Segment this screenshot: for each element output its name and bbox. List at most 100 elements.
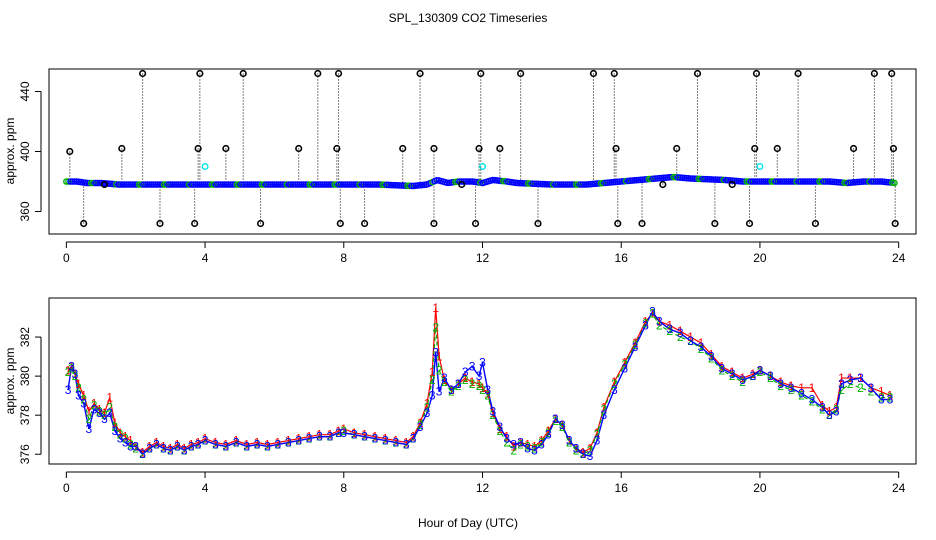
series-1-point-label: 1: [382, 432, 389, 446]
co2-data-point: [820, 178, 828, 185]
co2-data-point: [816, 178, 823, 185]
series-3-point-label: 3: [429, 389, 436, 403]
series-1-point-label: 1: [181, 441, 188, 455]
co2-data-point: [260, 181, 268, 188]
series-2-point-label: 2: [757, 365, 764, 379]
co2-data-point: [348, 181, 355, 188]
series-1-point-label: 1: [65, 363, 72, 377]
series-3-point-label: 3: [887, 393, 894, 407]
co2-data-point: [739, 178, 746, 185]
series-1-point-label: 1: [68, 359, 75, 373]
co2-data-point: [364, 181, 372, 188]
series-3-point-label: 3: [708, 350, 715, 364]
outlier-point: [794, 69, 802, 78]
co2-data-point: [115, 181, 122, 188]
outlier-point: [475, 144, 483, 153]
co2-data-point: [343, 181, 351, 188]
series-2-point-label: 2: [106, 400, 113, 414]
co2-data-point: [874, 178, 882, 185]
outlier-point: [610, 69, 618, 78]
outlier-point: [336, 219, 344, 228]
co2-data-point: [192, 181, 199, 188]
series-3-point-label: 3: [496, 420, 503, 434]
outlier-point: [100, 180, 109, 189]
series-1-point-label: 1: [580, 445, 587, 459]
series-2-point-label: 2: [545, 426, 552, 440]
co2-data-point: [285, 181, 293, 188]
co2-data-point: [169, 181, 176, 188]
series-3-point-label: 3: [195, 437, 202, 451]
co2-data-point: [758, 178, 765, 185]
flagged-point: [201, 162, 209, 170]
outlier-point: [194, 144, 202, 153]
co2-data-point: [298, 181, 305, 188]
outlier-point: [416, 69, 424, 78]
series-2-point-label: 2: [335, 426, 342, 440]
outlier-point: [334, 69, 343, 78]
co2-data-point: [214, 181, 222, 188]
outlier-point: [222, 144, 230, 153]
series-3-point-label: 3: [417, 420, 424, 434]
flagged-point: [756, 162, 764, 170]
co2-data-point: [814, 178, 821, 185]
series-3-point-label: 3: [476, 369, 483, 383]
co2-data-point: [316, 181, 324, 188]
co2-data-point: [185, 181, 193, 188]
series-2-point-label: 2: [455, 379, 462, 393]
series-3-point-label: 3: [127, 439, 134, 453]
co2-data-point: [785, 178, 792, 185]
series-2-point-label: 2: [327, 430, 334, 444]
co2-data-point: [164, 181, 172, 188]
top-x-tick-label: 20: [753, 251, 767, 265]
series-1-point-label: 1: [517, 436, 524, 450]
co2-data-point: [279, 181, 287, 188]
series-3-point-label: 3: [372, 432, 379, 446]
series-3-point-label: 3: [621, 361, 628, 375]
series-2-point-label: 2: [476, 379, 483, 393]
series-1-point-label: 1: [718, 359, 725, 373]
co2-data-point: [466, 178, 474, 185]
series-2-point-label: 2: [496, 424, 503, 438]
co2-data-point: [198, 181, 205, 188]
series-1-point-label: 1: [403, 436, 410, 450]
co2-data-point: [755, 178, 763, 185]
series-1-point-label: 1: [887, 389, 894, 403]
series-3-point-label: 3: [295, 434, 302, 448]
outlier-point: [745, 219, 754, 228]
series-3-point-label: 3: [878, 393, 885, 407]
co2-data-point: [464, 178, 472, 185]
series-2-point-label: 2: [340, 424, 347, 438]
co2-data-point: [574, 181, 582, 188]
series-2-point-label: 2: [708, 352, 715, 366]
series-3-point-label: 3: [233, 436, 240, 450]
series-1-point-label: 1: [188, 437, 195, 451]
co2-data-point: [787, 178, 794, 185]
co2-data-point: [283, 181, 291, 188]
series-1-point-label: 1: [96, 402, 103, 416]
series-2-point-label: 2: [424, 400, 431, 414]
series-2-point-label: 2: [132, 441, 139, 455]
series-1-point-label: 1: [469, 375, 476, 389]
co2-data-point: [362, 181, 370, 188]
co2-data-point: [308, 181, 316, 188]
co2-data-point: [223, 181, 230, 188]
series-2-point-label: 2: [351, 428, 358, 442]
outlier-point: [752, 69, 761, 78]
co2-data-point: [304, 181, 312, 188]
series-1-point-label: 1: [687, 330, 694, 344]
co2-data-point: [131, 181, 139, 188]
co2-data-point: [568, 181, 576, 188]
series-3-point-label: 3: [188, 439, 195, 453]
series-2-point-label: 2: [72, 369, 79, 383]
co2-data-point: [140, 181, 147, 188]
series-2-point-label: 2: [538, 436, 545, 450]
series-2-point-label: 2: [372, 432, 379, 446]
series-3-point-label: 3: [587, 449, 594, 463]
co2-data-point: [358, 181, 366, 188]
series-1-point-label: 1: [490, 406, 497, 420]
series-3-point-label: 3: [181, 443, 188, 457]
co2-data-point: [772, 178, 780, 185]
co2-data-point: [133, 181, 141, 188]
co2-data-point: [812, 178, 819, 185]
series-3-point-label: 3: [517, 436, 524, 450]
